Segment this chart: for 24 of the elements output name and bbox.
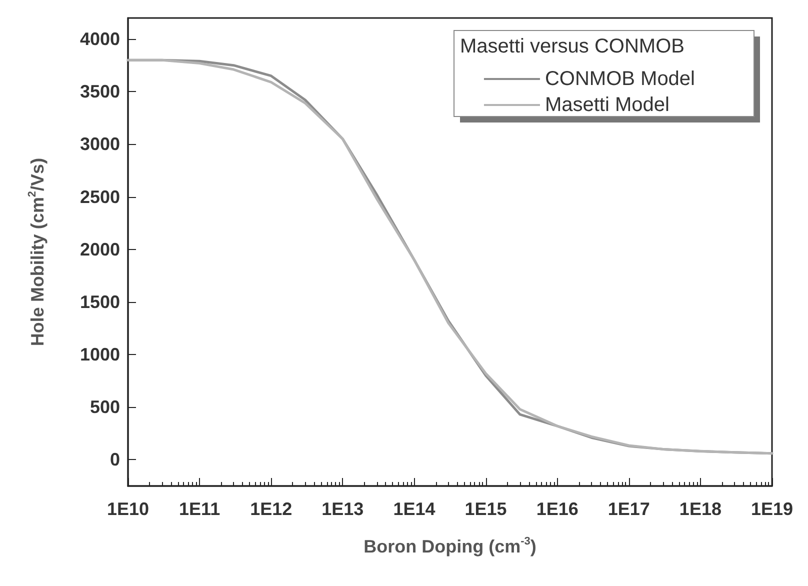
y-tick-label: 1000 xyxy=(80,344,120,365)
legend-label: CONMOB Model xyxy=(544,68,695,90)
x-tick-label: 1E19 xyxy=(750,499,794,519)
y-tick-label: 1500 xyxy=(80,292,120,312)
y-tick-label: 2500 xyxy=(80,186,120,207)
y-tick-label: 500 xyxy=(90,397,120,418)
x-tick-label: 1E17 xyxy=(608,499,650,519)
x-tick-label: 1E16 xyxy=(536,499,578,519)
x-tick-label: 1E10 xyxy=(106,499,150,519)
x-tick-label: 1E12 xyxy=(250,499,292,519)
x-tick-label: 1E14 xyxy=(393,499,436,519)
x-tick-label: 1E11 xyxy=(179,499,220,519)
x-tick-label: 1E18 xyxy=(679,499,722,519)
y-tick-label: 2000 xyxy=(80,239,120,260)
legend-label: Masetti Model xyxy=(544,94,670,116)
y-axis-title: Hole Mobility (cm2/Vs) xyxy=(26,158,48,346)
x-tick-label: 1E15 xyxy=(464,499,507,519)
y-tick-label: 3000 xyxy=(80,134,120,154)
line-series xyxy=(126,58,774,455)
y-tick-label: 4000 xyxy=(80,29,120,50)
y-tick-label: 0 xyxy=(110,450,120,470)
legend-title: Masetti versus CONMOB xyxy=(460,36,684,58)
x-tick-label: 1E13 xyxy=(322,499,364,519)
y-tick-label: 3500 xyxy=(80,82,120,102)
